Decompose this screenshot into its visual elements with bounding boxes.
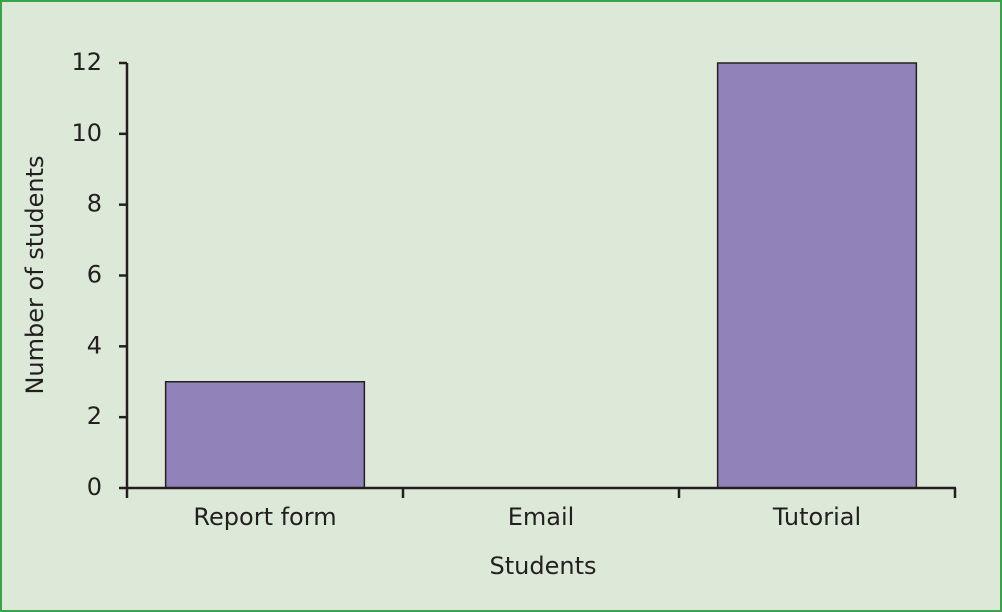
bar (164, 381, 366, 489)
x-tick-label: Tutorial (772, 503, 861, 531)
y-tick-label: 2 (87, 402, 102, 430)
bar (716, 62, 918, 489)
y-axis-title: Number of students (21, 155, 49, 394)
y-tick-label: 4 (87, 331, 102, 359)
y-tick-label: 12 (71, 48, 102, 76)
y-tick-label: 10 (71, 119, 102, 147)
y-tick-label: 0 (87, 473, 102, 501)
x-tick-label: Report form (193, 503, 336, 531)
y-tick-label: 8 (87, 190, 102, 218)
x-tick-label: Email (508, 503, 575, 531)
y-tick-label: 6 (87, 261, 102, 289)
x-axis-title: Students (490, 552, 597, 580)
